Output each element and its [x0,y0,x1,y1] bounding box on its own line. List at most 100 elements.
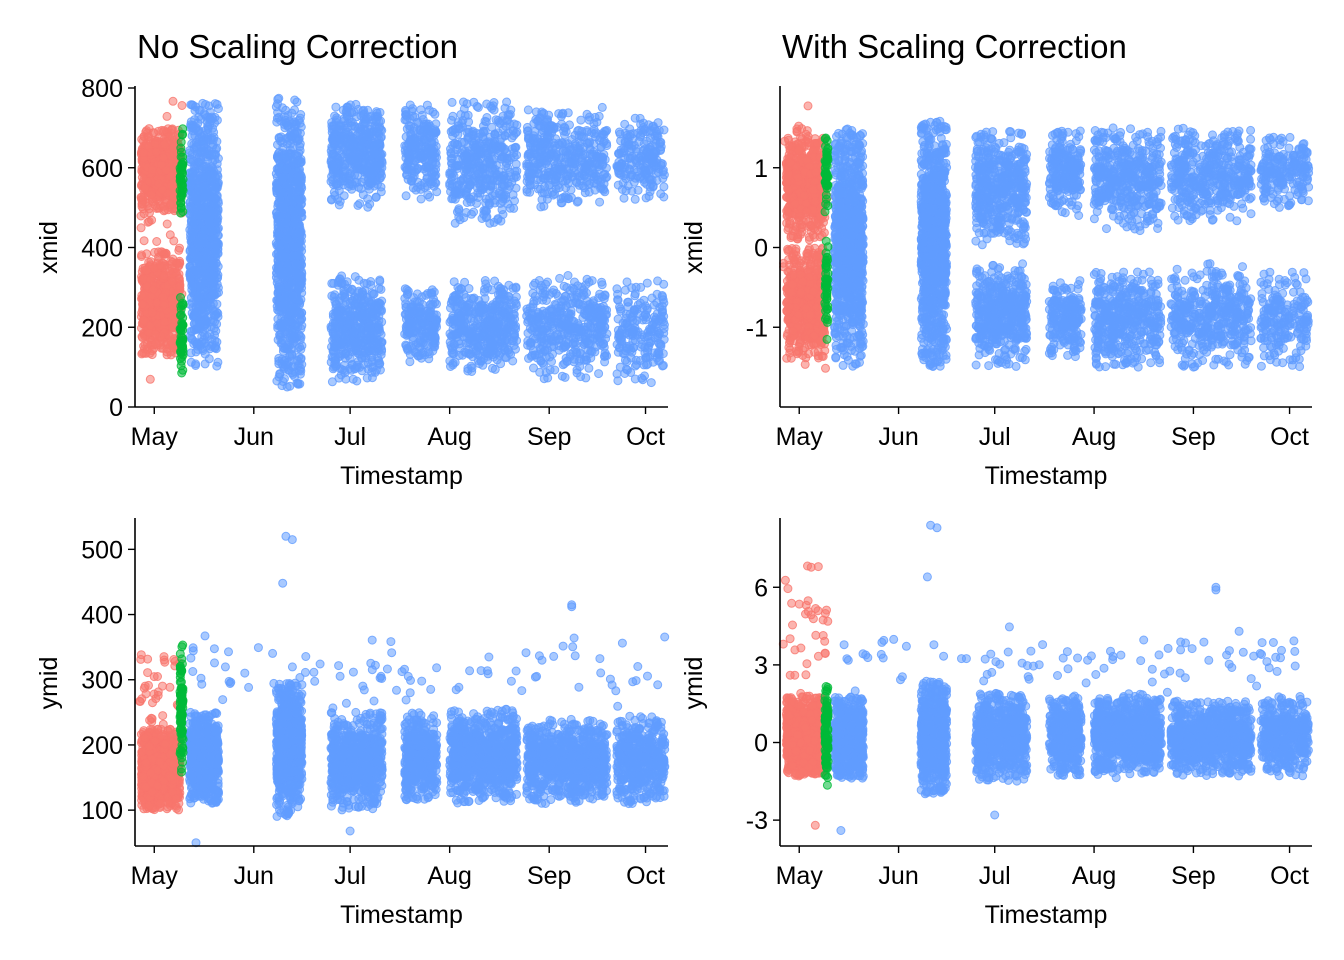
data-point [377,285,385,293]
data-point [447,177,455,185]
data-point [406,125,414,133]
data-point [169,144,177,152]
data-point [496,138,504,146]
data-point [499,193,507,201]
data-point [338,292,346,300]
data-point [188,140,196,148]
data-point [200,147,208,155]
data-point [154,257,162,265]
data-point [353,349,361,357]
data-point [376,359,384,367]
data-point [481,117,489,125]
data-point [470,98,478,106]
data-point [187,358,195,366]
data-point [498,175,506,183]
data-point [167,200,175,208]
data-point [212,345,220,353]
data-point [490,218,498,226]
data-point [292,321,300,329]
data-point [194,188,202,196]
data-point [424,164,432,172]
data-point [170,237,178,245]
data-point [204,306,212,314]
data-point [461,168,469,176]
data-point [453,162,461,170]
data-point [145,133,153,141]
data-point [280,121,288,129]
data-point [208,335,216,343]
data-point [488,123,496,131]
data-point [186,158,194,166]
panel-title-left: No Scaling Correction [137,28,458,65]
data-point [163,345,171,353]
data-point [293,273,301,281]
data-point [486,194,494,202]
data-point [188,150,196,158]
data-point [282,253,290,261]
data-point [367,129,375,137]
data-point [468,138,476,146]
data-point [278,360,286,368]
data-point [462,151,470,159]
data-point [352,154,360,162]
data-point [176,282,184,290]
data-point [361,153,369,161]
data-point [335,312,343,320]
data-point [409,329,417,337]
data-point [168,278,176,286]
data-point [511,167,519,175]
data-point [403,291,411,299]
data-point [204,156,212,164]
data-point [334,154,342,162]
data-point [333,180,341,188]
data-point [138,291,146,299]
data-point [148,309,156,317]
data-point [198,345,206,353]
data-point [201,173,209,181]
data-point [163,112,171,120]
data-point [414,165,422,173]
data-point [200,238,208,246]
data-point [414,352,422,360]
data-point [407,318,415,326]
data-point [139,300,147,308]
data-point [360,119,368,127]
data-point [278,271,286,279]
data-point [423,101,431,109]
data-point [499,153,507,161]
data-point [372,141,380,149]
data-point [430,138,438,146]
data-point [160,141,168,149]
data-point [513,121,521,129]
data-point [490,99,498,107]
data-point [425,355,433,363]
data-point [405,309,413,317]
data-point [163,220,171,228]
data-point [460,98,468,106]
data-point [291,134,299,142]
data-point [368,300,376,308]
data-point [150,264,158,272]
data-point [212,201,220,209]
data-point [192,196,200,204]
data-point [161,318,169,326]
data-point [378,172,386,180]
data-point [187,122,195,130]
data-point [210,324,218,332]
data-point [357,143,365,151]
data-point [458,119,466,127]
data-point [187,234,195,242]
data-point [200,287,208,295]
data-point [290,305,298,313]
data-point [420,320,428,328]
data-point [208,226,216,234]
data-point [205,218,213,226]
data-point [137,193,145,201]
data-point [168,295,176,303]
data-point [357,185,365,193]
data-point [191,267,199,275]
data-point [508,145,516,153]
data-point [451,188,459,196]
